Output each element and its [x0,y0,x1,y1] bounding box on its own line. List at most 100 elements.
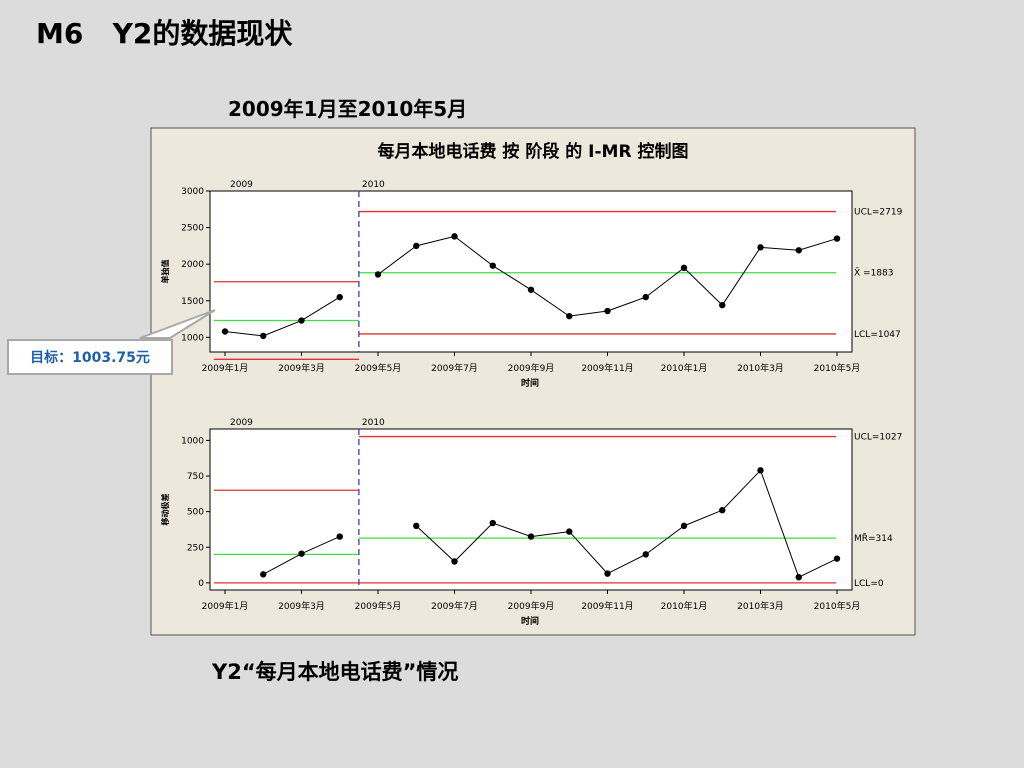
data-segment [607,553,646,575]
data-segment [492,265,532,291]
x-tick-label: 2009年5月 [355,600,402,612]
data-point [833,555,841,562]
x-tick-label: 2010年5月 [814,362,861,374]
x-tick-label: 2009年7月 [431,600,478,612]
data-segment [301,296,341,321]
y-tick-label: 750 [187,472,204,482]
data-segment [301,536,340,555]
chart-caption: Y2“每月本地电话费”情况 [212,660,459,684]
x-tick-label: 2009年5月 [355,362,402,374]
data-segment [645,267,685,298]
data-segment [607,296,646,312]
cl-label: MR̄=314 [854,532,893,544]
x-tick-label: 2009年9月 [508,362,555,374]
x-tick-label: 2009年11月 [581,362,633,374]
target-callout: 目标：1003.75元 [7,339,173,375]
y-tick-label: 2500 [181,224,204,234]
data-point [527,286,535,293]
data-point [451,558,458,565]
data-point [795,573,802,581]
data-point [374,271,382,278]
plot-area [209,428,853,591]
y-tick-label: 2000 [181,260,204,270]
data-point [527,533,535,540]
x-axis-label: 时间 [521,615,539,627]
plot-area [209,190,853,353]
data-point [795,247,802,254]
data-segment [454,522,494,562]
data-point [336,533,343,540]
period-label: 2009年1月至2010年5月 [228,97,468,121]
data-segment [721,469,761,511]
data-segment [683,509,723,527]
data-segment [492,522,532,538]
data-segment [798,558,838,578]
x-tick-label: 2010年3月 [737,600,784,612]
data-point [298,317,305,324]
stage-label: 2010 [362,418,385,428]
data-segment [568,531,608,574]
callout-pointer [139,309,216,339]
data-segment [263,320,302,337]
data-point [451,233,458,240]
data-point [604,307,611,315]
x-tick-label: 2010年1月 [661,362,708,374]
x-tick-label: 2009年7月 [431,362,478,374]
data-point [566,528,573,535]
y-tick-label: 500 [187,508,204,518]
data-point [413,242,420,250]
data-segment [377,245,417,275]
data-point [833,235,841,242]
data-segment [530,531,570,538]
y-axis-label: 移动极差 [160,494,170,526]
data-point [221,328,229,335]
x-tick-label: 2010年3月 [737,362,784,374]
stage-label: 2009 [230,418,253,428]
imr-control-chart: 每月本地电话费 按 阶段 的 I-MR 控制图 2009 2010 1000 1500 2… [150,127,916,636]
data-point [566,312,573,320]
data-point [489,262,496,269]
x-tick-label: 2010年1月 [661,600,708,612]
x-tick-label: 2009年9月 [508,600,555,612]
data-segment [683,267,723,306]
y-tick-label: 1500 [181,297,204,307]
x-tick-label: 2009年11月 [581,600,633,612]
data-point [260,332,267,340]
y-tick-label: 250 [187,543,204,553]
x-axis-label: 时间 [521,377,539,389]
x-tick-label: 2010年5月 [814,600,861,612]
ucl-label: UCL=2719 [854,208,903,218]
y-axis-label: 单独值 [160,260,170,284]
lcl-label: LCL=1047 [854,330,901,340]
y-tick-label: 1000 [181,436,204,446]
stage-label: 2010 [362,180,385,190]
data-segment [760,246,799,251]
ucl-label: UCL=1027 [854,433,902,443]
x-tick-label: 2009年3月 [278,362,325,374]
data-point [680,264,688,272]
data-point [260,571,267,578]
data-point [757,244,764,251]
data-point [642,551,649,558]
chart-title: 每月本地电话费 按 阶段 的 I-MR 控制图 [378,141,689,162]
data-point [642,293,649,301]
data-segment [416,235,455,247]
data-segment [798,238,838,251]
data-segment [760,470,800,578]
x-tick-label: 2009年1月 [202,600,249,612]
data-point [719,301,726,309]
y-tick-label: 0 [198,579,204,589]
data-segment [415,525,455,562]
cl-label: X̄ =1883 [854,267,893,279]
data-segment [263,553,302,575]
data-segment [569,310,608,317]
data-segment [721,247,761,306]
data-point [680,522,688,530]
chart-svg: 每月本地电话费 按 阶段 的 I-MR 控制图 2009 2010 1000 1500 2… [150,127,916,636]
data-segment [530,289,570,317]
data-point [413,522,420,530]
data-segment [224,331,264,337]
data-point [489,519,496,527]
stage-label: 2009 [230,180,253,190]
y-tick-label: 1000 [181,333,204,343]
